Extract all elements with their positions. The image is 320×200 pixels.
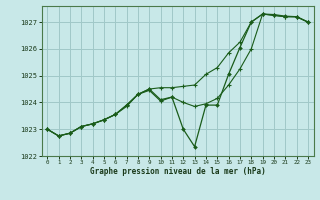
X-axis label: Graphe pression niveau de la mer (hPa): Graphe pression niveau de la mer (hPa) xyxy=(90,167,266,176)
